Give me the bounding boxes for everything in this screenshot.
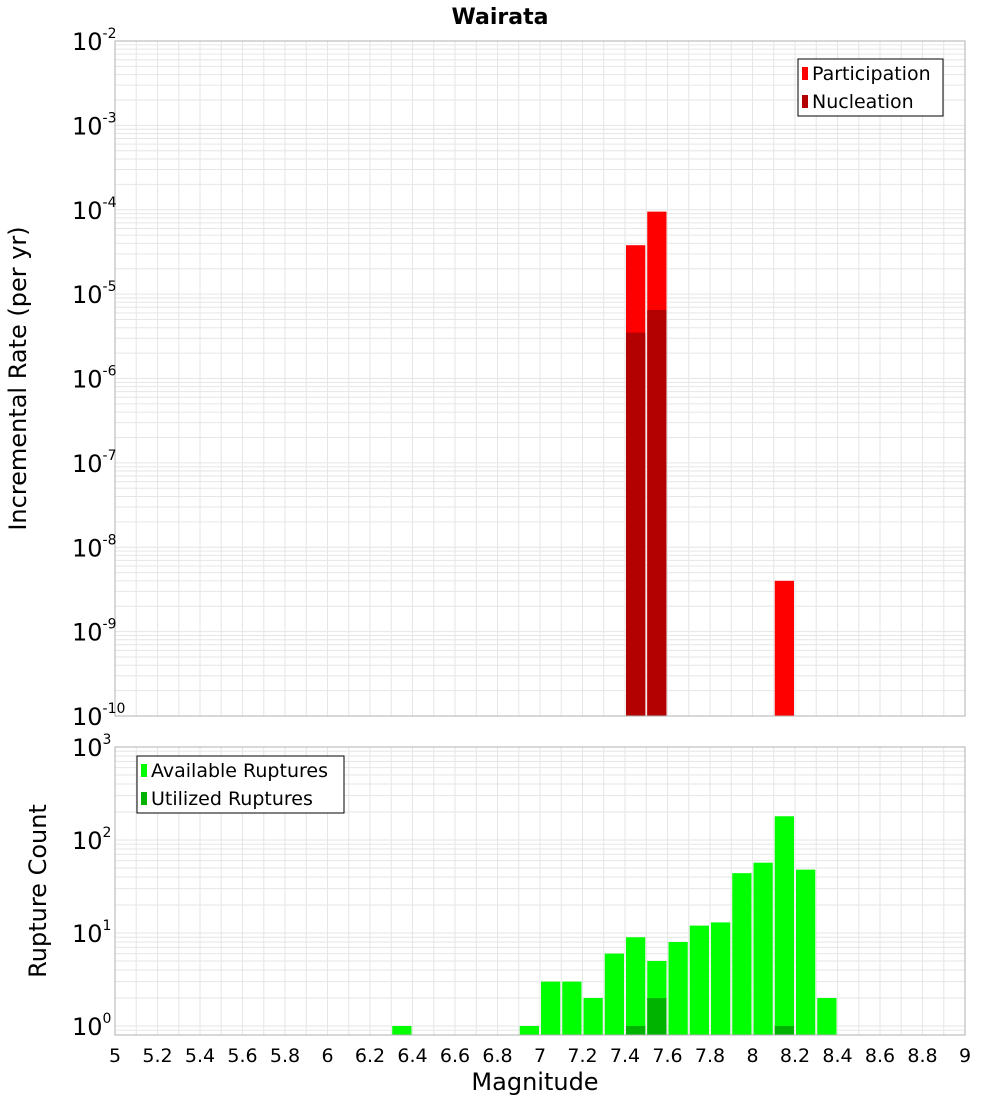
x-axis-title: Magnitude [471, 1068, 598, 1096]
panel-0: 10-10 10-9 10-8 10-7 10-6 10-5 10-4 10-3 10-2 Inc… [4, 26, 966, 731]
x-tick-label: 7.2 [567, 1045, 597, 1067]
y-tick-label: 10-5 [72, 279, 117, 309]
x-tick-label: 7.4 [610, 1045, 640, 1067]
y-tick-labels: 100 101 102 103 [72, 732, 111, 1041]
legend: Participation Nucleation [797, 58, 944, 117]
bar [732, 873, 752, 1035]
legend-swatch [802, 67, 808, 80]
legend-swatch [141, 792, 147, 805]
x-tick-label: 6.8 [482, 1045, 512, 1067]
y-tick-label: 102 [72, 825, 111, 855]
x-tick-label: 8.4 [822, 1045, 852, 1067]
x-tick-label: 6.6 [440, 1045, 470, 1067]
bar [774, 816, 794, 1035]
y-tick-label: 10-3 [72, 110, 117, 140]
x-tick-label: 6.2 [355, 1045, 385, 1067]
x-tick-label: 5.4 [185, 1045, 215, 1067]
x-tick-label: 7.8 [695, 1045, 725, 1067]
bar [689, 925, 709, 1035]
bar [583, 997, 603, 1035]
y-tick-label: 10-7 [72, 448, 117, 478]
x-tick-label: 5.8 [270, 1045, 300, 1067]
bar [519, 1025, 539, 1035]
y-axis-title: Incremental Rate (per yr) [4, 226, 32, 530]
x-tick-label: 7 [534, 1045, 546, 1067]
legend-box [136, 755, 345, 814]
plot-frame [114, 746, 966, 1036]
y-tick-label: 10-6 [72, 364, 117, 394]
y-tick-label: 10-4 [72, 195, 117, 225]
y-tick-label: 103 [72, 732, 111, 762]
bar [774, 580, 794, 716]
plot-frame [114, 40, 966, 717]
chart-title: Wairata [452, 5, 549, 30]
x-tick-label: 5.2 [142, 1045, 172, 1067]
bar [647, 997, 667, 1035]
bar [647, 309, 667, 716]
x-tick-labels: 5 5.2 5.4 5.6 5.8 6 6.2 6.4 6.6 6.8 7 7.2 7.4 7.6 7.8 8… [109, 1045, 971, 1067]
legend-label: Participation [812, 63, 931, 85]
x-tick-label: 8.8 [907, 1045, 937, 1067]
bar [392, 1025, 412, 1035]
x-tick-label: 8.2 [780, 1045, 810, 1067]
bar [541, 981, 561, 1035]
legend-swatch [802, 95, 808, 108]
bar [604, 953, 624, 1035]
x-tick-label: 5.6 [227, 1045, 257, 1067]
y-tick-label: 100 [72, 1011, 111, 1041]
bar [668, 942, 688, 1035]
series-utilized-ruptures [626, 997, 794, 1035]
bar [796, 869, 816, 1035]
x-tick-label: 6.4 [397, 1045, 427, 1067]
x-tick-label: 7.6 [652, 1045, 682, 1067]
y-tick-label: 10-10 [72, 701, 125, 731]
bar [626, 1025, 646, 1035]
bar [626, 332, 646, 716]
horizontal-gridlines [115, 40, 965, 717]
y-tick-label: 101 [72, 918, 111, 948]
x-tick-label: 5 [109, 1045, 121, 1067]
legend-label: Nucleation [812, 91, 914, 113]
bar [626, 937, 646, 1035]
y-axis-title: Rupture Count [24, 804, 52, 978]
bar [774, 1025, 794, 1035]
legend-label: Utilized Ruptures [151, 788, 313, 810]
legend-label: Available Ruptures [151, 760, 328, 782]
x-tick-label: 8 [746, 1045, 758, 1067]
x-tick-label: 8.6 [865, 1045, 895, 1067]
legend-box [797, 58, 944, 117]
bar [711, 922, 731, 1035]
series-nucleation [626, 309, 667, 716]
y-tick-labels: 10-10 10-9 10-8 10-7 10-6 10-5 10-4 10-3 10-2 [72, 26, 125, 731]
y-tick-label: 10-9 [72, 617, 117, 647]
x-tick-label: 6 [321, 1045, 333, 1067]
legend: Available Ruptures Utilized Ruptures [136, 755, 345, 814]
x-tick-label: 9 [959, 1045, 971, 1067]
bar [562, 981, 582, 1035]
bar [753, 862, 773, 1035]
legend-swatch [141, 764, 147, 777]
y-tick-label: 10-2 [72, 26, 117, 56]
bar [817, 997, 837, 1035]
y-tick-label: 10-8 [72, 532, 117, 562]
